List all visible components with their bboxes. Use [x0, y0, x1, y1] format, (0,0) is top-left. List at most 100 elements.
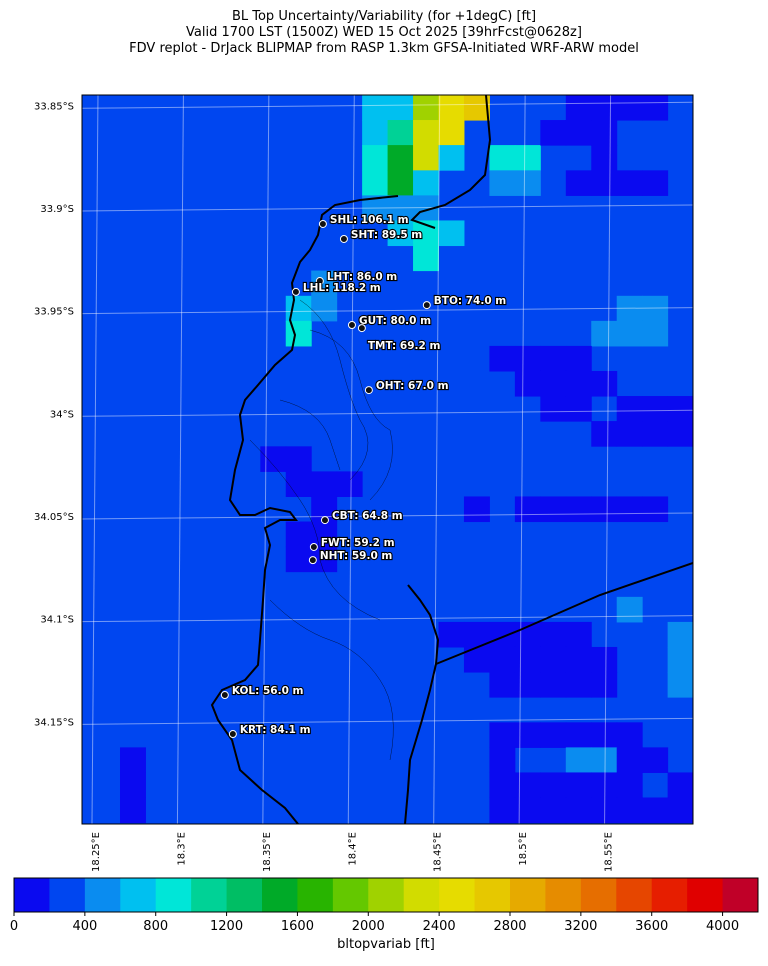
- field-cell: [540, 772, 567, 799]
- colorbar-segment: [510, 878, 546, 912]
- station-label: KOL: 56.0 m: [232, 685, 304, 697]
- field-cell: [565, 621, 592, 648]
- station-label: BTO: 74.0 m: [434, 295, 507, 307]
- field-cell: [642, 496, 669, 523]
- field-cell: [616, 496, 643, 523]
- field-cell: [489, 646, 516, 673]
- colorbar-segment: [332, 878, 369, 912]
- colorbar-segment: [120, 878, 157, 912]
- field-cell: [311, 270, 338, 297]
- field-cell: [565, 672, 592, 698]
- colorbar-tick-label: 4000: [706, 919, 739, 934]
- map-frame: [81, 94, 694, 825]
- field-cell: [591, 120, 618, 146]
- field-cell: [540, 120, 567, 146]
- field-cell: [387, 120, 414, 146]
- title-line: Valid 1700 LST (1500Z) WED 15 Oct 2025 […: [186, 25, 582, 40]
- field-cell: [642, 170, 669, 196]
- field-cell: [413, 245, 440, 272]
- field-cell: [489, 672, 516, 698]
- field-cell: [514, 370, 541, 397]
- coastline: [210, 95, 693, 824]
- field-cell: [413, 145, 440, 171]
- field-cell: [438, 145, 465, 171]
- field-cell: [667, 421, 693, 447]
- field-cell: [413, 95, 440, 121]
- field-cell: [591, 496, 618, 523]
- colorbar-segment: [191, 878, 228, 912]
- colorbar-tick-label: 800: [143, 919, 168, 934]
- lon-tick-label: 18.25°E: [91, 832, 102, 872]
- field-cell: [489, 722, 516, 748]
- grid-line: [82, 307, 693, 315]
- field-cell: [667, 646, 693, 673]
- colorbar-segment: [651, 878, 688, 912]
- station-label: SHL: 106.1 m: [330, 214, 409, 226]
- colorbar-tick-label: 2800: [493, 919, 526, 934]
- field-cell: [387, 95, 414, 121]
- field-cell: [514, 170, 541, 196]
- colorbar-segment: [722, 878, 759, 912]
- grid-line: [82, 717, 693, 725]
- colorbar-tick-label: 3200: [564, 919, 597, 934]
- field-cell: [591, 722, 618, 748]
- station-marker: [291, 287, 300, 296]
- lon-tick-label: 18.5°E: [518, 832, 529, 866]
- field-cell: [362, 170, 389, 196]
- colorbar-segment: [580, 878, 617, 912]
- field-cell: [489, 145, 516, 171]
- station-marker: [309, 542, 318, 551]
- field-cell: [591, 747, 618, 773]
- colorbar-segment: [297, 878, 334, 912]
- station-label: NHT: 59.0 m: [320, 550, 393, 562]
- colorbar-segment: [545, 878, 582, 912]
- station-marker: [320, 516, 329, 525]
- field-cell: [540, 722, 567, 748]
- station-marker: [364, 386, 373, 395]
- field-cell: [463, 496, 490, 523]
- field-cell: [362, 120, 389, 146]
- colorbar-segment: [403, 878, 440, 912]
- field-cell: [285, 546, 312, 573]
- station-label: CBT: 64.8 m: [332, 510, 403, 522]
- field-cell: [311, 295, 338, 322]
- field-cell: [591, 672, 618, 698]
- field-cell: [489, 772, 516, 799]
- field-cell: [616, 722, 643, 748]
- field-cell: [565, 370, 592, 397]
- grid-line: [176, 95, 184, 824]
- lat-tick-label: 34.05°S: [34, 512, 74, 523]
- field-cell: [540, 646, 567, 673]
- colorbar-tick-label: 1600: [281, 919, 314, 934]
- colorbar-label: bltopvariab [ft]: [337, 937, 435, 952]
- field-cell: [642, 396, 669, 422]
- field-cell: [260, 446, 287, 472]
- field-cell: [311, 521, 338, 548]
- station-label: SHT: 89.5 m: [351, 229, 422, 241]
- lon-tick-label: 18.55°E: [604, 832, 615, 872]
- colorbar-segment: [155, 878, 192, 912]
- colorbar-segment: [474, 878, 511, 912]
- field-cell: [540, 496, 567, 523]
- field-cell: [616, 747, 643, 773]
- field-cell: [311, 471, 338, 497]
- station-label: TMT: 69.2 m: [368, 340, 441, 352]
- field-cell: [387, 220, 414, 247]
- field-cell: [642, 320, 669, 347]
- field-cell: [540, 621, 567, 648]
- field-cell: [591, 421, 618, 447]
- field-cell: [565, 345, 592, 372]
- field-cell: [413, 120, 440, 146]
- grid-line: [604, 95, 612, 824]
- field-cell: [642, 295, 669, 322]
- field-cell: [438, 120, 465, 146]
- colorbar-segment: [616, 878, 653, 912]
- field-cell: [514, 145, 541, 171]
- field-cell: [642, 95, 669, 121]
- contours: [249, 299, 394, 761]
- field-cell: [413, 170, 440, 196]
- graticule: [82, 95, 693, 824]
- field-cell: [591, 772, 618, 799]
- colorbar-segment: [687, 878, 724, 912]
